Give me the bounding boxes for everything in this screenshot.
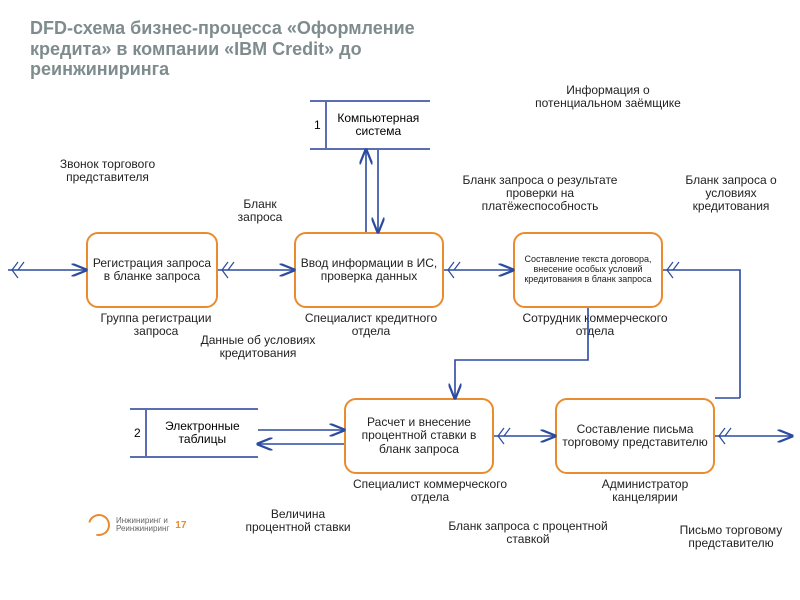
- footer-ring-icon: [84, 510, 114, 540]
- flow-label-credit-terms: Бланк запроса о условиях кредитования: [676, 174, 786, 214]
- footer: Инжиниринг и Реинжиниринг 17: [88, 514, 186, 536]
- actor-label-commercial-specialist: Специалист коммерческого отдела: [350, 478, 510, 504]
- flow-label-letter: Письмо торговому представителю: [666, 524, 796, 550]
- process-contract-text: Составление текста договора, внесение ос…: [513, 232, 663, 308]
- datastore-num-1: 1: [310, 102, 327, 148]
- flow-label-rate-form: Бланк запроса с процентной ставкой: [438, 520, 618, 546]
- actor-label-commercial-employee: Сотрудник коммерческого отдела: [520, 312, 670, 338]
- flow-label-rate-value: Величина процентной ставки: [238, 508, 358, 534]
- flow-label-call: Звонок торгового представителя: [50, 158, 165, 184]
- diagram-stage: DFD-схема бизнес-процесса «Оформление кр…: [0, 0, 800, 600]
- footer-page-number: 17: [175, 520, 186, 531]
- datastore-label-1: Компьютерная система: [327, 102, 430, 148]
- datastore-num-2: 2: [130, 410, 147, 456]
- process-input-check: Ввод информации в ИС, проверка данных: [294, 232, 444, 308]
- flow-label-blank: Бланк запроса: [228, 198, 292, 224]
- process-rate-calc: Расчет и внесение процентной ставки в бл…: [344, 398, 494, 474]
- process-registration: Регистрация запроса в бланке запроса: [86, 232, 218, 308]
- flow-label-check-result: Бланк запроса о результате проверки на п…: [450, 174, 630, 214]
- process-letter: Составление письма торговому представите…: [555, 398, 715, 474]
- actor-label-credit-specialist: Специалист кредитного отдела: [296, 312, 446, 338]
- actor-label-office-admin: Администратор канцелярии: [570, 478, 720, 504]
- flow-label-credit-conditions: Данные об условиях кредитования: [198, 334, 318, 360]
- datastore-label-2: Электронные таблицы: [147, 410, 258, 456]
- datastore-spreadsheets: 2 Электронные таблицы: [130, 408, 258, 458]
- flow-label-borrower-info: Информация о потенциальном заёмщике: [528, 84, 688, 110]
- footer-brand: Инжиниринг и Реинжиниринг: [116, 517, 169, 533]
- datastore-computer-system: 1 Компьютерная система: [310, 100, 430, 150]
- slide-title: DFD-схема бизнес-процесса «Оформление кр…: [30, 18, 450, 80]
